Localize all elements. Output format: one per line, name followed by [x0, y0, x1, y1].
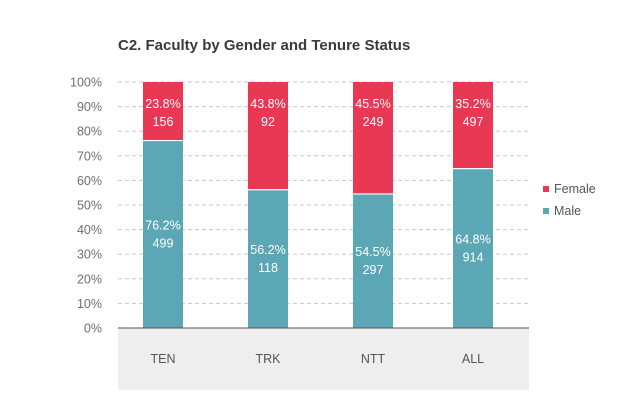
y-tick-label: 40% — [77, 223, 102, 237]
legend-swatch-female — [543, 186, 549, 192]
chart-title: C2. Faculty by Gender and Tenure Status — [118, 37, 410, 54]
data-label-male-count: 914 — [463, 250, 484, 264]
category-axis-band — [118, 328, 529, 390]
data-label-female-count: 156 — [153, 115, 174, 129]
data-label-female-count: 92 — [261, 115, 275, 129]
gridlines — [118, 81, 529, 304]
data-label-male-percent: 64.8% — [455, 232, 490, 246]
bar-female — [453, 82, 493, 169]
bar-female — [143, 82, 183, 141]
category-label: TEN — [151, 352, 176, 366]
bar-male — [353, 193, 393, 328]
data-label-male-count: 297 — [363, 263, 384, 277]
legend-swatch-male — [543, 208, 549, 214]
data-label-male-count: 499 — [153, 236, 174, 250]
y-tick-label: 100% — [70, 76, 102, 90]
category-label: TRK — [256, 352, 282, 366]
y-tick-label: 90% — [77, 100, 102, 114]
data-label-male-count: 118 — [258, 261, 278, 275]
y-tick-label: 30% — [77, 248, 102, 262]
data-label-female-count: 249 — [363, 115, 384, 129]
legend-label-male: Male — [554, 204, 581, 218]
category-label: NTT — [361, 352, 386, 366]
y-tick-label: 80% — [77, 125, 102, 139]
bar-female — [248, 82, 288, 190]
y-tick-label: 60% — [77, 174, 102, 188]
y-tick-label: 20% — [77, 272, 102, 286]
data-label-male-percent: 56.2% — [250, 243, 285, 257]
y-tick-label: 10% — [77, 297, 102, 311]
legend: Female Male — [543, 182, 596, 218]
data-label-male-percent: 54.5% — [355, 245, 390, 259]
data-label-male-percent: 76.2% — [145, 218, 180, 232]
y-tick-label: 50% — [77, 199, 102, 213]
data-label-female-percent: 35.2% — [455, 97, 490, 111]
data-label-female-percent: 43.8% — [250, 97, 285, 111]
data-label-female-percent: 45.5% — [355, 97, 390, 111]
category-label: ALL — [462, 352, 484, 366]
bar-male — [453, 168, 493, 328]
y-tick-label: 70% — [77, 149, 102, 163]
bar-male — [248, 189, 288, 328]
legend-label-female: Female — [554, 182, 596, 196]
category-labels: TEN TRK NTT ALL — [151, 352, 485, 366]
data-label-female-count: 497 — [463, 115, 484, 129]
data-label-female-percent: 23.8% — [145, 97, 180, 111]
bar-male — [143, 140, 183, 328]
bars: 23.8% 156 76.2% 499 43.8% 92 56.2% 118 45.5% 249 5… — [143, 82, 493, 328]
y-axis-ticks: 0% 10% 20% 30% 40% 50% 60% 70% 80% 90% 100% — [70, 76, 102, 336]
bar-female — [353, 82, 393, 194]
y-tick-label: 0% — [84, 322, 102, 336]
